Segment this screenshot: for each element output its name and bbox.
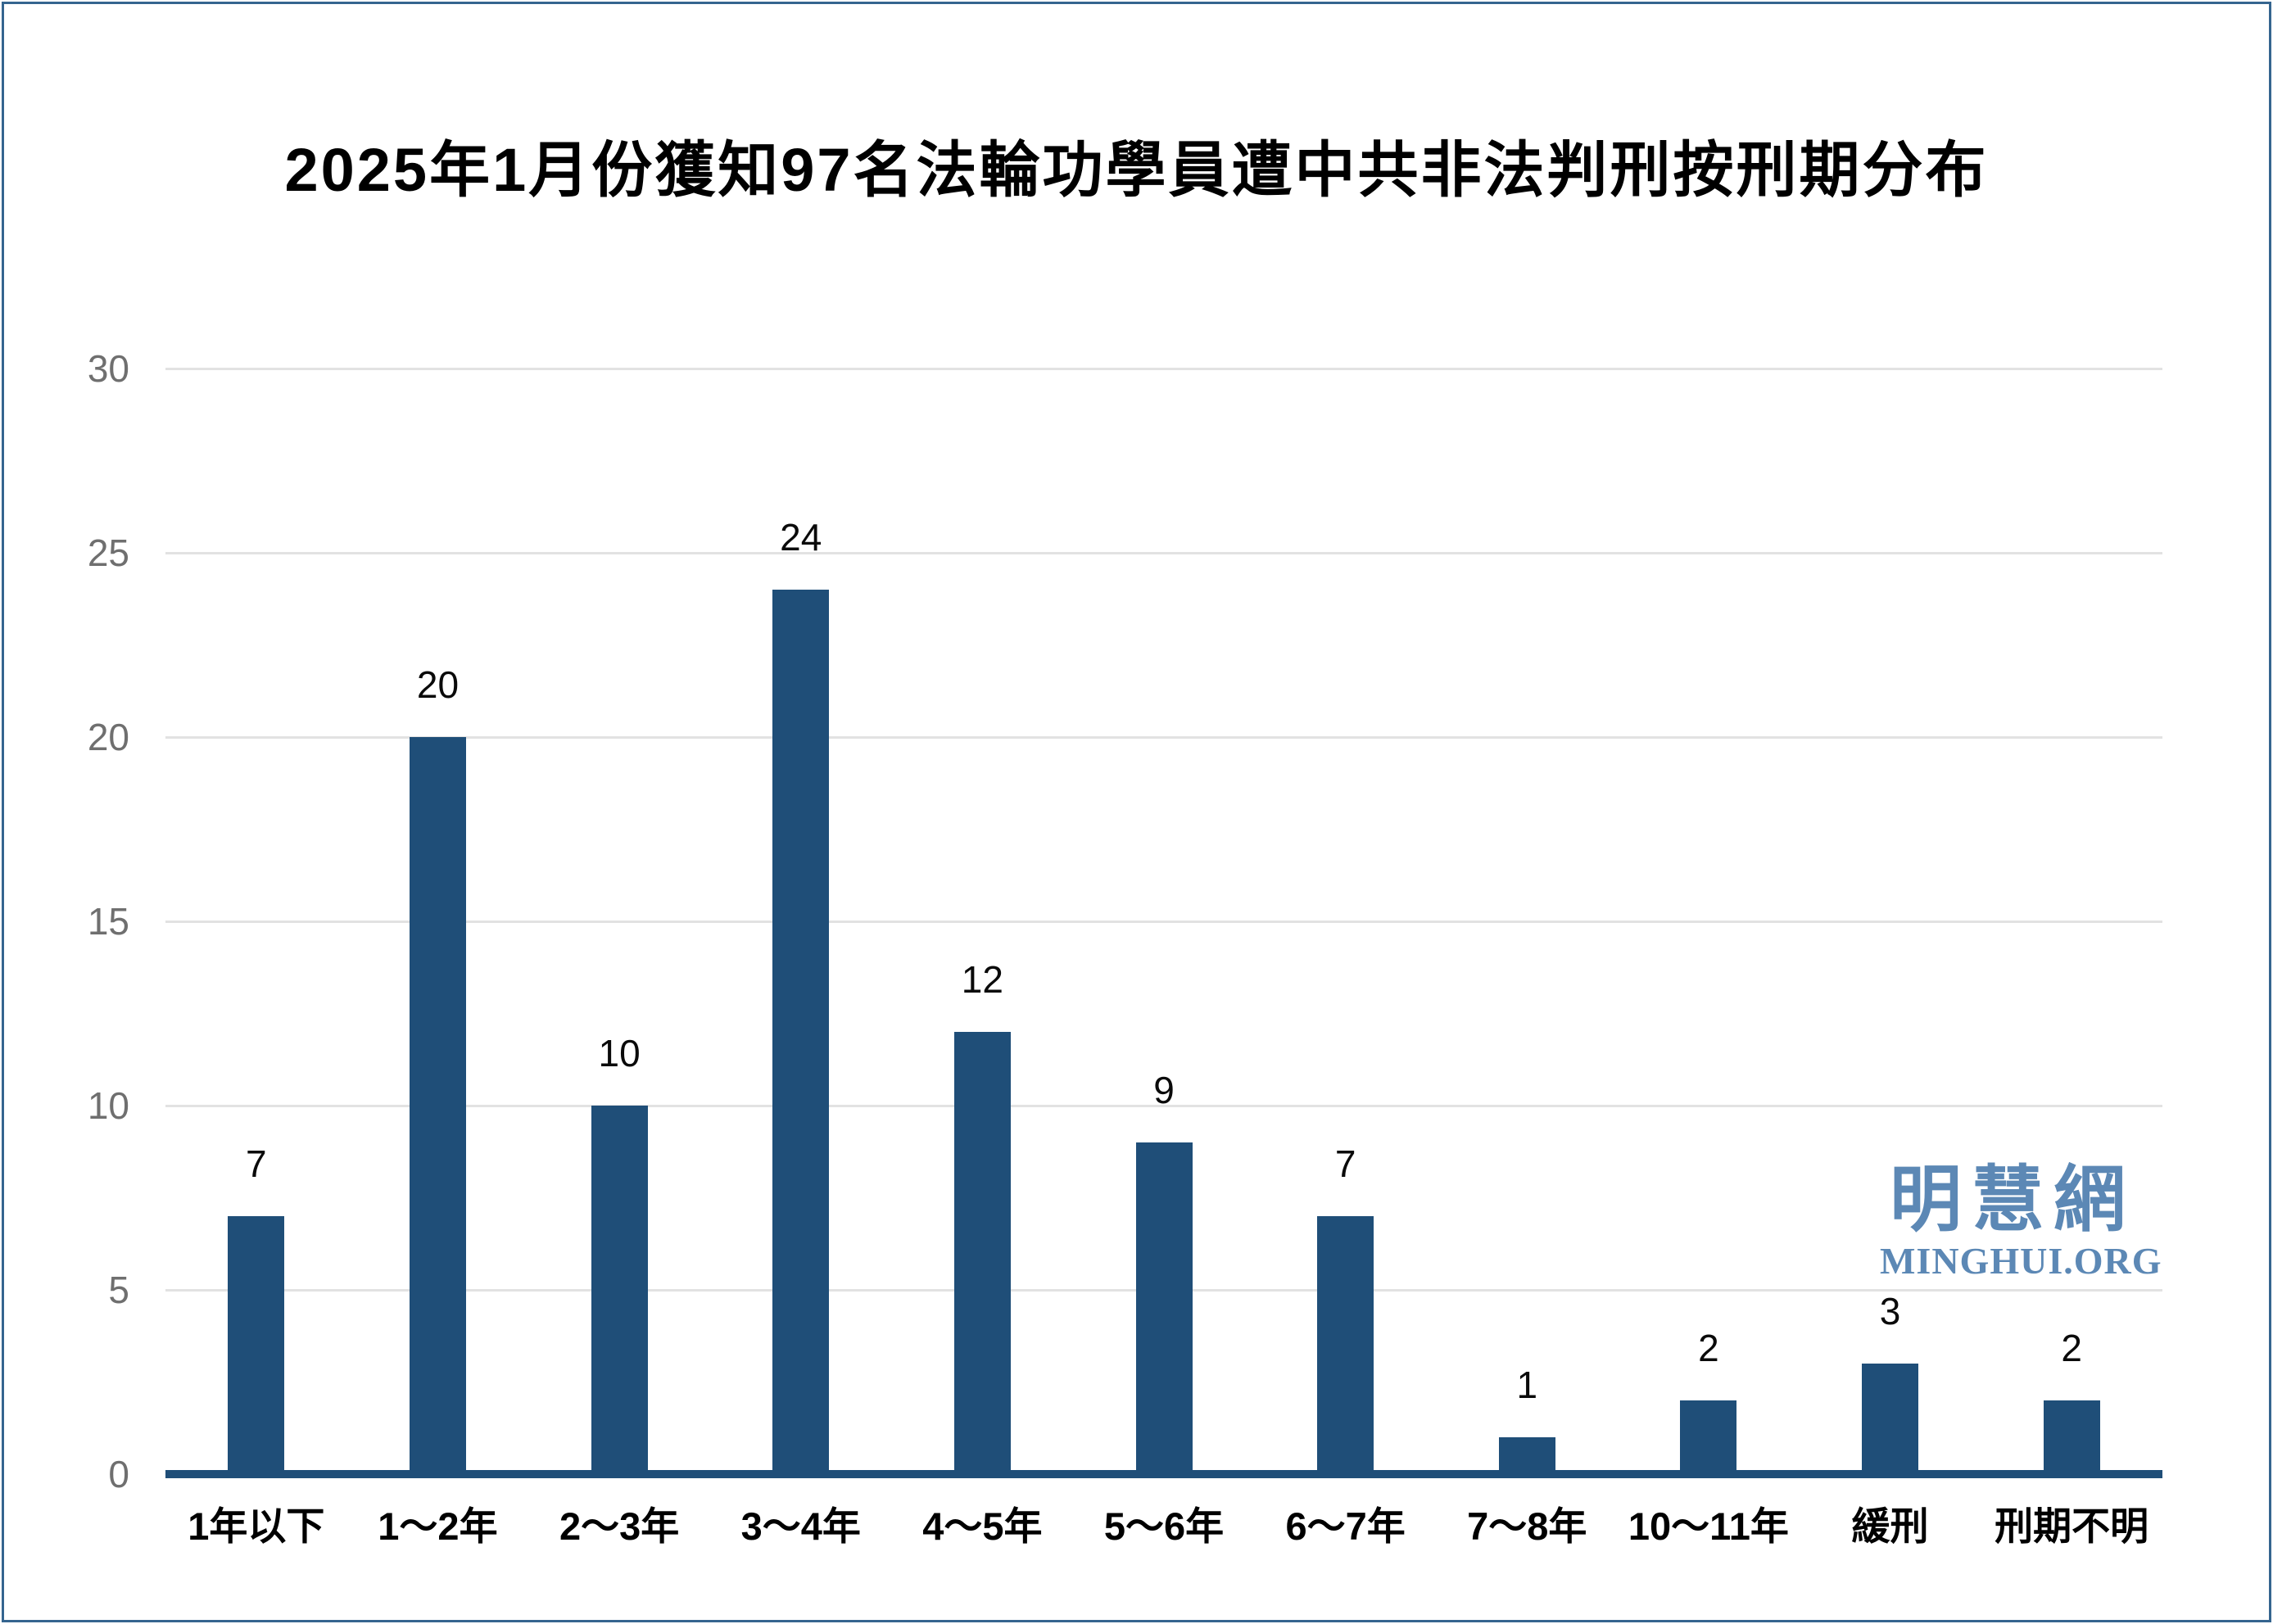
bar-value-label-緩刑: 3	[1879, 1290, 1901, 1332]
x-axis-label-3～4年: 3～4年	[740, 1504, 861, 1548]
chart-title: 2025年1月份獲知97名法輪功學員遭中共非法判刑按刑期分布	[284, 136, 1989, 204]
bar-value-label-6～7年: 7	[1334, 1142, 1356, 1185]
y-axis-tick-label-30: 30	[87, 347, 129, 390]
x-axis-label-7～8年: 7～8年	[1467, 1504, 1587, 1548]
bar-7～8年	[1498, 1437, 1555, 1474]
x-axis-label-10～11年: 10～11年	[1628, 1504, 1789, 1548]
bar-value-label-1年以下: 7	[246, 1142, 267, 1185]
y-gridline-20	[165, 735, 2162, 739]
bar-刑期不明	[2043, 1400, 2100, 1474]
y-axis-tick-label-0: 0	[108, 1453, 129, 1495]
x-axis-baseline	[165, 1470, 2162, 1478]
x-axis-label-1年以下: 1年以下	[188, 1504, 325, 1548]
x-axis-label-1～2年: 1～2年	[378, 1504, 498, 1548]
y-axis-tick-label-15: 15	[87, 900, 129, 943]
bar-value-label-10～11年: 2	[1698, 1327, 1719, 1369]
watermark-chinese-logo: 明慧網	[1889, 1159, 2135, 1240]
minghui-watermark: 明慧網 MINGHUI.ORG	[1880, 1163, 2162, 1282]
watermark-site-url: MINGHUI.ORG	[1880, 1240, 2162, 1282]
y-gridline-25	[165, 551, 2162, 554]
bar-value-label-3～4年: 24	[780, 516, 822, 559]
x-axis-label-4～5年: 4～5年	[922, 1504, 1043, 1548]
bar-10～11年	[1680, 1400, 1737, 1474]
bar-6～7年	[1317, 1216, 1374, 1474]
bar-value-label-5～6年: 9	[1153, 1069, 1175, 1111]
y-gridline-15	[165, 920, 2162, 923]
bar-value-label-7～8年: 1	[1516, 1364, 1538, 1406]
bar-value-label-2～3年: 10	[598, 1032, 641, 1074]
x-axis-label-5～6年: 5～6年	[1103, 1504, 1225, 1548]
x-axis-label-2～3年: 2～3年	[559, 1504, 680, 1548]
bar-3～4年	[772, 590, 830, 1474]
x-axis-label-刑期不明: 刑期不明	[1995, 1504, 2149, 1548]
x-axis-label-6～7年: 6～7年	[1285, 1504, 1406, 1548]
bar-緩刑	[1862, 1364, 1919, 1474]
y-axis-tick-label-10: 10	[87, 1084, 129, 1127]
y-axis-tick-label-25: 25	[87, 532, 129, 574]
y-axis-tick-label-20: 20	[87, 716, 129, 758]
y-axis-tick-label-5: 5	[108, 1269, 129, 1311]
bar-5～6年	[1135, 1142, 1193, 1474]
bar-value-label-1～2年: 20	[416, 663, 460, 706]
bar-value-label-刑期不明: 2	[2061, 1327, 2082, 1369]
y-gridline-30	[165, 367, 2162, 370]
bar-1年以下	[228, 1216, 285, 1474]
bar-4～5年	[953, 1032, 1011, 1474]
bar-2～3年	[591, 1106, 648, 1474]
bar-1～2年	[409, 737, 466, 1474]
x-axis-label-緩刑: 緩刑	[1851, 1504, 1929, 1548]
y-gridline-10	[165, 1104, 2162, 1107]
bar-value-label-4～5年: 12	[961, 958, 1003, 1001]
